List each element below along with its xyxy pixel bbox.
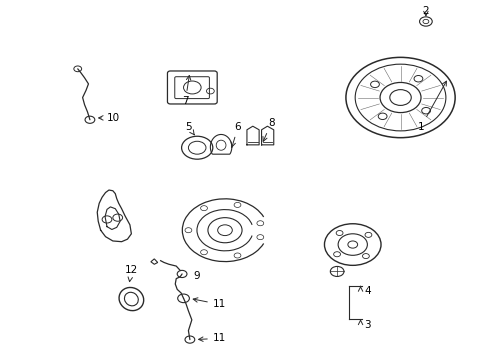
- Text: 10: 10: [99, 113, 120, 123]
- Text: 12: 12: [124, 265, 138, 282]
- Text: 7: 7: [182, 76, 190, 106]
- Text: 2: 2: [422, 6, 428, 16]
- Text: 5: 5: [185, 122, 194, 135]
- Text: 1: 1: [417, 81, 446, 132]
- Text: 4: 4: [364, 286, 370, 296]
- Text: 9: 9: [193, 271, 200, 280]
- Text: 3: 3: [364, 320, 370, 330]
- Text: 8: 8: [263, 118, 274, 141]
- Text: 6: 6: [231, 122, 241, 147]
- Text: 11: 11: [198, 333, 225, 343]
- Text: 11: 11: [193, 298, 225, 309]
